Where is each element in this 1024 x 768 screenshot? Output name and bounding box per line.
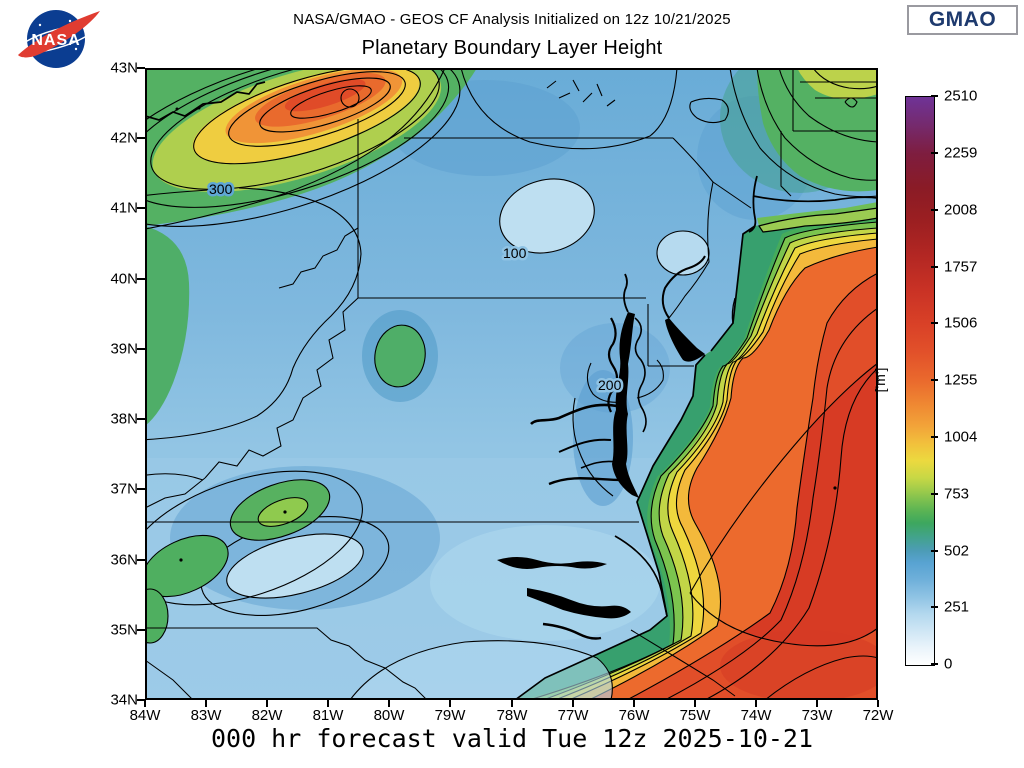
colorbar-tick-label: 0 (944, 655, 953, 673)
x-tick-label: 82W (251, 707, 283, 724)
colorbar-tick-label: 1506 (944, 314, 978, 332)
colorbar-tick-label: 1757 (944, 258, 978, 276)
x-tick-label: 76W (618, 707, 650, 724)
x-tick-label: 73W (801, 707, 833, 724)
y-tick-label: 34N (110, 691, 138, 709)
northwest-high-pbl-blob (145, 68, 477, 441)
coastline-and-bays (145, 81, 758, 700)
x-tick-label: 83W (190, 707, 222, 724)
y-tick-label: 42N (110, 129, 138, 147)
y-tick-label: 38N (110, 410, 138, 428)
colorbar-tick-label: 1004 (944, 428, 978, 446)
colorbar-unit-label: ['m'] (872, 367, 888, 393)
contour-label-100: 100 (503, 245, 527, 261)
contour-label-200: 200 (598, 377, 622, 393)
y-tick-label: 39N (110, 340, 138, 358)
appalachian-green-patches (145, 310, 438, 644)
forecast-valid-caption: 000 hr forecast valid Tue 12z 2025-10-21 (210, 724, 814, 753)
contour-value-labels: 300 100 200 (207, 179, 625, 396)
colorbar-tick-label: 2510 (944, 87, 978, 105)
y-tick-label: 36N (110, 551, 138, 569)
ocean-pbl-bands (515, 208, 878, 700)
pbl-height-map: 300 100 200 (145, 68, 878, 700)
gmao-logo-text: GMAO (928, 8, 997, 31)
colorbar-tick-label: 251 (944, 598, 970, 616)
y-tick-label: 43N (110, 59, 138, 77)
x-tick-label: 78W (496, 707, 528, 724)
contour-label-300: 300 (209, 181, 233, 197)
x-tick-label: 75W (679, 707, 711, 724)
page-title: Planetary Boundary Layer Height (361, 37, 663, 59)
analysis-subtitle: NASA/GMAO - GEOS CF Analysis Initialized… (293, 11, 731, 28)
pbl-height-colorbar (905, 96, 935, 666)
x-tick-label: 72W (862, 707, 894, 724)
nasa-logo: NASA (18, 10, 100, 68)
colorbar-tick-label: 1255 (944, 371, 978, 389)
colorbar-tick-label: 2259 (944, 144, 978, 162)
y-tick-label: 37N (110, 480, 138, 498)
map-frame (145, 68, 878, 700)
colorbar-tick-label: 753 (944, 485, 970, 503)
y-tick-label: 40N (110, 270, 138, 288)
ocean-contour-lines (528, 221, 878, 700)
colorbar-tick-label: 502 (944, 542, 970, 560)
x-tick-label: 79W (434, 707, 466, 724)
colorbar-tick-label: 2008 (944, 201, 978, 219)
x-tick-label: 81W (312, 707, 344, 724)
x-tick-label: 80W (373, 707, 405, 724)
x-tick-label: 74W (740, 707, 772, 724)
y-tick-label: 35N (110, 621, 138, 639)
x-tick-label: 77W (557, 707, 589, 724)
y-tick-label: 41N (110, 199, 138, 217)
nasa-logo-text: NASA (31, 32, 80, 49)
gmao-logo: GMAO (907, 5, 1018, 35)
state-borders (145, 68, 878, 700)
x-tick-label: 84W (129, 707, 161, 724)
